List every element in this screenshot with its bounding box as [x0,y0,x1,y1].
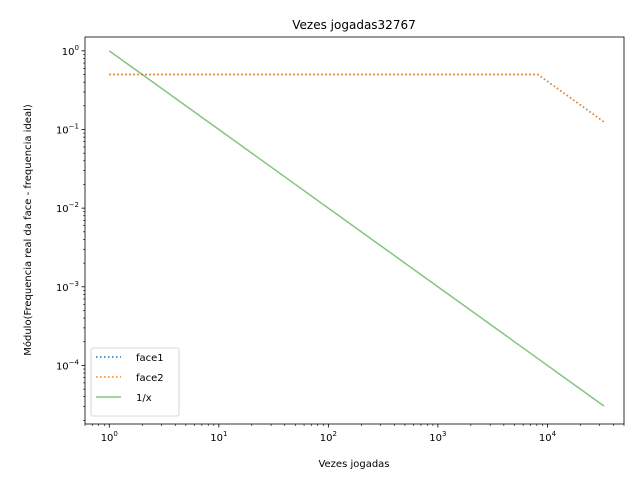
legend-label-3: 1/x [136,393,152,404]
y-tick-label: 10−2 [56,201,79,215]
y-tick-label: 10−4 [56,358,80,372]
x-tick-label: 104 [539,430,557,444]
plot-series [108,50,605,407]
x-tick-label: 102 [320,430,337,444]
y-tick-label: 10−1 [56,122,79,136]
legend-label-2: face2 [136,373,164,384]
y-tick-label: 10−3 [56,280,79,294]
x-tick-label: 100 [101,430,118,444]
x-tick-label: 103 [429,430,446,444]
legend-box [90,347,180,417]
legend: face1 face2 1/x [90,347,180,417]
series-line-2 [109,73,605,123]
x-tick-label: 101 [210,430,227,444]
y-axis-label: Módulo(Frequencia real da face - frequen… [22,104,34,356]
series-line-3 [108,50,605,407]
x-axis: 100 101 102 103 104 [84,424,625,444]
chart-title: Vezes jogadas32767 [292,18,415,32]
legend-label-1: face1 [136,353,164,364]
x-axis-label: Vezes jogadas [318,459,389,470]
y-axis: 100 10−1 10−2 10−3 10−4 [56,44,85,421]
plot-frame [84,36,625,425]
y-tick-label: 100 [62,44,79,58]
